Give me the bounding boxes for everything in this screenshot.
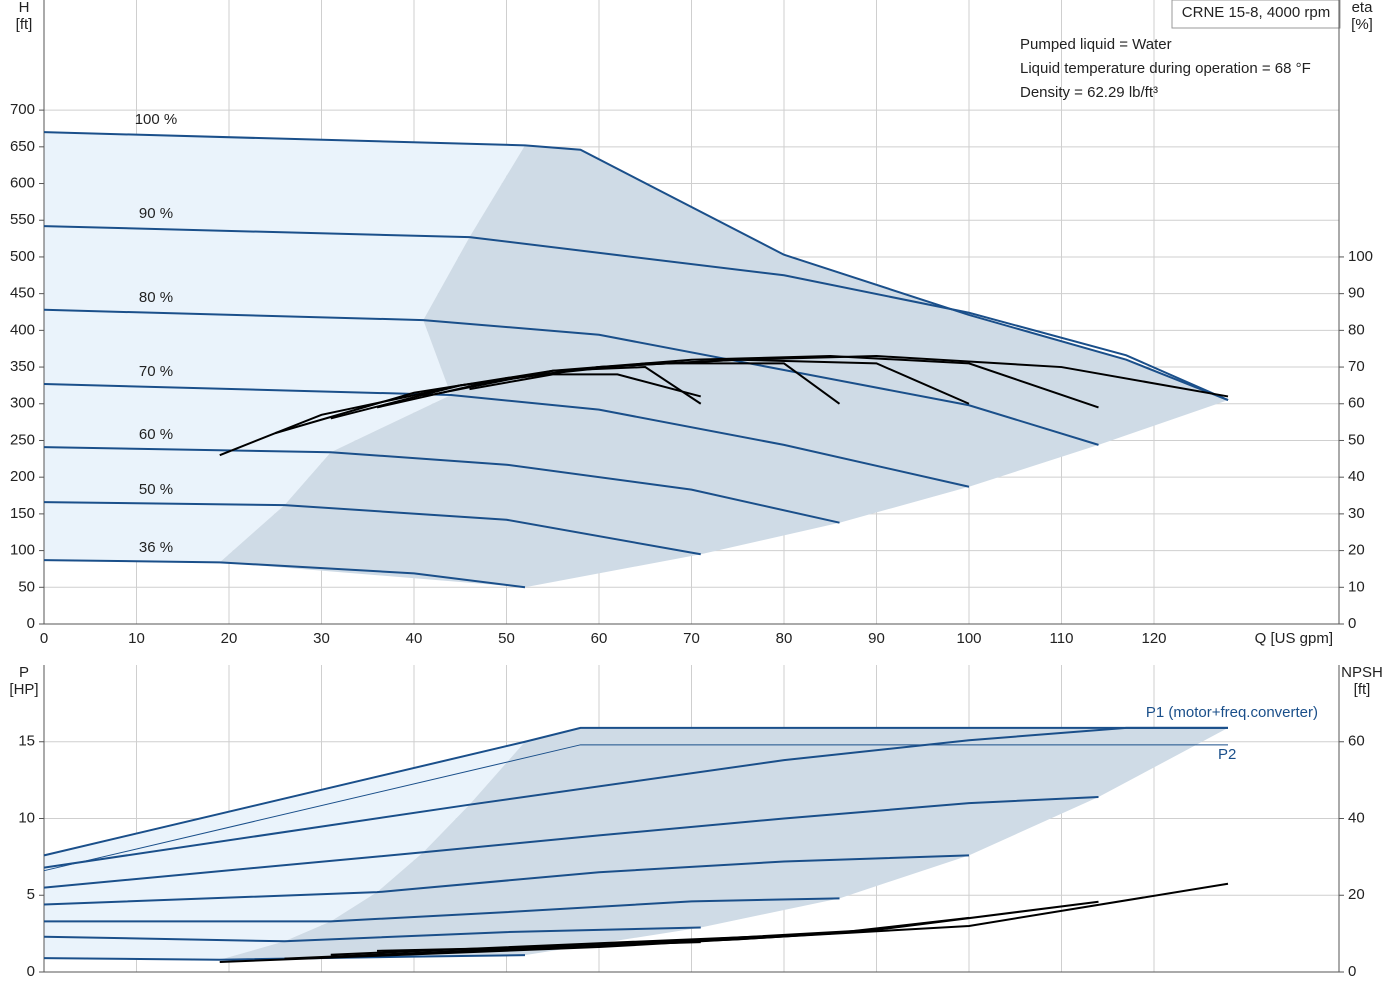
y-tick-label: 600	[10, 174, 35, 191]
y2-tick-label: 80	[1348, 321, 1365, 338]
x-tick-label: 20	[221, 630, 238, 647]
x-tick-label: 30	[313, 630, 330, 647]
y2-tick-label: 50	[1348, 431, 1365, 448]
x-tick-label: 90	[868, 630, 885, 647]
curve	[423, 366, 702, 405]
x-tick-label: 70	[683, 630, 700, 647]
y-axis-label: P	[19, 664, 29, 681]
y2-tick-label: 60	[1348, 395, 1365, 412]
y2-tick-label: 10	[1348, 578, 1365, 595]
y2-tick-label: 60	[1348, 733, 1365, 750]
x-tick-label: 80	[776, 630, 793, 647]
x-axis-label: Q [US gpm]	[1255, 630, 1333, 647]
y2-axis-label: NPSH	[1341, 664, 1383, 681]
y-tick-label: 50	[18, 578, 35, 595]
curve	[43, 382, 970, 488]
y-tick-label: 250	[10, 431, 35, 448]
y2-tick-label: 100	[1348, 248, 1373, 265]
curve	[274, 355, 1099, 435]
curve	[44, 897, 840, 923]
curve-label: 90 %	[139, 205, 173, 222]
y2-tick-label: 70	[1348, 358, 1365, 375]
note: Pumped liquid = Water	[1020, 36, 1172, 53]
curve	[43, 225, 1229, 402]
y-axis-label: [HP]	[9, 681, 38, 698]
curve-label: P2	[1218, 746, 1236, 763]
x-tick-label: 10	[128, 630, 145, 647]
curve	[43, 501, 701, 556]
y-tick-label: 300	[10, 395, 35, 412]
y2-tick-label: 20	[1348, 542, 1365, 559]
y-tick-label: 15	[18, 733, 35, 750]
envelope-dark	[219, 727, 1228, 960]
x-tick-label: 110	[1050, 630, 1074, 647]
y-tick-label: 10	[18, 809, 35, 826]
x-tick-label: 0	[40, 630, 48, 647]
y2-axis-label: eta	[1352, 0, 1374, 16]
y-tick-label: 400	[10, 321, 35, 338]
y-tick-label: 5	[27, 886, 35, 903]
title-box	[1171, 0, 1341, 29]
curve	[43, 308, 1099, 446]
curve	[43, 446, 840, 524]
x-tick-label: 60	[591, 630, 608, 647]
curve	[43, 796, 1099, 889]
y2-tick-label: 20	[1348, 886, 1365, 903]
chart-title: CRNE 15-8, 4000 rpm	[1182, 4, 1330, 21]
y-tick-label: 450	[10, 285, 35, 302]
envelope-dark	[219, 145, 1228, 588]
curve-label: 60 %	[139, 426, 173, 443]
envelope-light	[44, 741, 525, 960]
curve	[43, 726, 1228, 857]
curve	[469, 373, 702, 398]
curve	[43, 131, 1229, 402]
y2-tick-label: 90	[1348, 285, 1365, 302]
note: Density = 62.29 lb/ft³	[1020, 84, 1158, 101]
y2-tick-label: 0	[1348, 615, 1356, 632]
y-axis-label: [ft]	[16, 16, 33, 33]
y2-tick-label: 40	[1348, 809, 1365, 826]
y2-tick-label: 0	[1348, 963, 1356, 980]
curve	[43, 854, 970, 906]
curve	[376, 946, 526, 952]
curve-label: 70 %	[139, 363, 173, 380]
y-tick-label: 350	[10, 358, 35, 375]
curve-label: 36 %	[139, 539, 173, 556]
curve-label: 80 %	[139, 289, 173, 306]
y2-axis-label: [%]	[1351, 16, 1373, 33]
y-tick-label: 100	[10, 542, 35, 559]
curve-label: 100 %	[135, 111, 178, 128]
curve-label: 50 %	[139, 481, 173, 498]
y-tick-label: 550	[10, 211, 35, 228]
curve	[43, 559, 526, 589]
y-axis-label: H	[19, 0, 30, 16]
y-tick-label: 500	[10, 248, 35, 265]
x-tick-label: 100	[956, 630, 981, 647]
y-tick-label: 700	[10, 101, 35, 118]
x-tick-label: 50	[498, 630, 515, 647]
x-tick-label: 120	[1141, 630, 1166, 647]
curve	[43, 744, 1228, 872]
y2-tick-label: 30	[1348, 505, 1365, 522]
y-tick-label: 650	[10, 138, 35, 155]
x-tick-label: 40	[406, 630, 423, 647]
y2-axis-label: [ft]	[1354, 681, 1371, 698]
y-tick-label: 0	[27, 963, 35, 980]
note: Liquid temperature during operation = 68…	[1020, 60, 1311, 77]
curve	[43, 726, 1228, 869]
y-tick-label: 150	[10, 505, 35, 522]
y-tick-label: 0	[27, 615, 35, 632]
envelope-light	[44, 132, 525, 563]
y2-tick-label: 40	[1348, 468, 1365, 485]
curve	[43, 926, 701, 943]
curve-label: P1 (motor+freq.converter)	[1146, 704, 1318, 721]
y-tick-label: 200	[10, 468, 35, 485]
